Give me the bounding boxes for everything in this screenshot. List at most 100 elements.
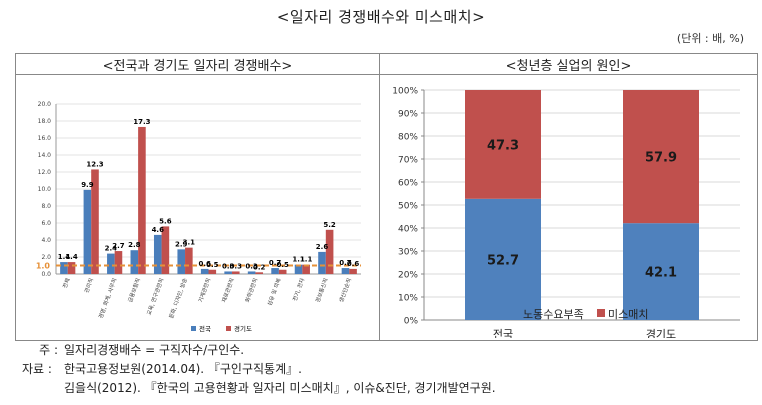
bar-national [130, 250, 139, 274]
value-label-national: 2.6 [316, 243, 329, 251]
bar-demand-shortage [465, 198, 541, 320]
legend-demand: 노동수요부족 [523, 308, 584, 321]
category-labels: 전체 관리직 경영, 회계, 사무직 금융보험직 교육, 연구관련직 문화, 디자인, 방… [61, 277, 354, 320]
y-tick-label: 80% [398, 133, 418, 143]
figure-title: <일자리 경쟁배수와 미스매치> [276, 8, 486, 26]
bar-gyeonggi [255, 272, 264, 274]
value-label-gyeonggi: 1.4 [65, 253, 78, 261]
legend: 전국 경기도 [191, 324, 252, 333]
legend-swatch-mismatch-box [597, 309, 605, 317]
bars [60, 126, 357, 274]
y-tick-label: 16.0 [38, 135, 52, 142]
y-tick-labels: 0% 10% 20% 30% 40% 50% 60% 70% 80% 90% 100% [392, 87, 418, 327]
category-label: 전국 [493, 328, 513, 338]
source-lead: 자료 : [22, 362, 52, 376]
bar-demand-shortage [623, 223, 699, 320]
y-tick-label: 10.0 [38, 186, 52, 193]
category-label: 교육, 연구관련직 [145, 277, 166, 316]
value-label-national: 4.6 [152, 226, 165, 234]
category-label: 전기, 전자 [291, 277, 307, 302]
y-tick-label: 20% [398, 271, 418, 281]
bar-national [271, 268, 279, 274]
bar-national [318, 251, 326, 274]
y-tick-label: 100% [392, 87, 418, 97]
y-tick-label: 4.0 [41, 237, 51, 244]
y-gridlines [56, 103, 361, 258]
bar-mismatch [465, 90, 541, 199]
value-label-national: 0.7 [339, 259, 352, 267]
unit-label: (단위 : 배, %) [676, 32, 744, 45]
value-label-gyeonggi: 0.5 [206, 261, 219, 269]
note-lead: 주 : [39, 343, 58, 357]
category-label: 전체 [61, 277, 72, 289]
value-label-national: 1.4 [58, 253, 71, 261]
category-label: 문화, 디자인, 방송 [167, 277, 189, 320]
category-label: 경영, 회계, 사무직 [97, 277, 119, 320]
bar-national [224, 271, 232, 274]
figure-frame: <전국과 경기도 일자리 경쟁배수> <청년층 실업의 원인> 0.0 2.0 4.… [15, 53, 758, 341]
bar-gyeonggi [325, 229, 334, 274]
y-tick-labels: 0.0 2.0 4.0 6.0 8.0 10.0 12.0 14.0 16.0 18.0 20.0 [38, 101, 52, 278]
legend-mismatch: 미스매치 [608, 308, 649, 321]
category-label: 정보통신직 [314, 277, 330, 304]
y-tick-label: 40% [398, 225, 418, 235]
y-tick-label: 2.0 [41, 254, 51, 261]
y-tick-label: 8.0 [41, 203, 51, 210]
legend-swatch-national [191, 326, 196, 331]
value-label-gyeonggi: 3.1 [183, 239, 196, 247]
category-label: 금융보험직 [127, 277, 142, 303]
value-label-gyeonggi: 0.6 [347, 260, 360, 268]
value-label-gyeonggi: 17.3 [133, 118, 150, 126]
right-chart-title: <청년층 실업의 원인> [505, 59, 632, 74]
y-tick-label: 90% [398, 110, 418, 120]
legend-swatch-gyeonggi [226, 326, 231, 331]
value-label-gyeonggi: 2.7 [112, 242, 125, 250]
category-label: 관리직 [82, 277, 95, 294]
panel-divider [379, 54, 380, 340]
bar-national [247, 271, 256, 274]
category-label: 재료관련직 [220, 277, 236, 304]
legend-swatch-demand-box [512, 309, 520, 317]
category-label: 경기도 [646, 328, 676, 338]
y-tick-label: 10% [398, 294, 418, 304]
bar-national [341, 268, 350, 274]
y-tick-label: 14.0 [38, 152, 52, 159]
category-label: 기계관련직 [196, 277, 212, 304]
category-label: 화학관련직 [243, 277, 259, 304]
category-label: 생산단순직 [337, 277, 353, 304]
notes: 주 : 일자리경쟁배수 = 구직자수/구인수. 자료 : 한국고용정보원(2014.… [22, 341, 496, 398]
y-tick-label: 20.0 [38, 101, 52, 108]
value-label-national: 2.9 [175, 240, 188, 248]
bar-gyeonggi [302, 264, 310, 274]
value-label-national: 0.6 [198, 260, 211, 268]
value-label-national: 2.4 [105, 245, 118, 253]
bar-national [153, 234, 162, 274]
value-label-gyeonggi: 5.2 [323, 221, 336, 229]
bar-national [177, 249, 186, 274]
y-tick-label: 0.0 [41, 271, 51, 278]
y-tick-label: 70% [398, 156, 418, 166]
header-rule [16, 74, 757, 75]
data-labels: 1.41.4 9.9 12.3 2.42.7 2.8 17.3 4.65.6 2.93.1 0.… [58, 118, 360, 271]
value-label-national: 9.9 [81, 181, 94, 189]
bar-gyeonggi [114, 251, 123, 274]
bar-gyeonggi [231, 271, 240, 274]
value-label-mismatch: 47.3 [487, 138, 519, 153]
category-labels: 전국 경기도 [493, 328, 676, 338]
legend-gyeonggi: 경기도 [234, 324, 252, 333]
bar-gyeonggi [208, 269, 217, 274]
value-label-demand: 42.1 [645, 266, 677, 281]
y-tick-label: 50% [398, 202, 418, 212]
reference-line-label: 1.0 [36, 262, 51, 271]
bar-national [107, 253, 115, 274]
y-tick-label: 18.0 [38, 118, 52, 125]
source-text-2: 김을식(2012). 『한국의 고용현황과 일자리 미스매치』, 이슈&진단, … [64, 381, 496, 395]
bar-gyeonggi [185, 247, 193, 274]
value-label-national: 0.3 [222, 262, 235, 270]
value-label-national: 1.1 [292, 256, 305, 264]
left-chart-title: <전국과 경기도 일자리 경쟁배수> [102, 59, 293, 74]
y-tick-label: 30% [398, 248, 418, 258]
category-label: 섬유 및 의복 [265, 277, 282, 307]
value-label-gyeonggi: 12.3 [86, 160, 103, 168]
value-label-demand: 52.7 [487, 253, 519, 268]
